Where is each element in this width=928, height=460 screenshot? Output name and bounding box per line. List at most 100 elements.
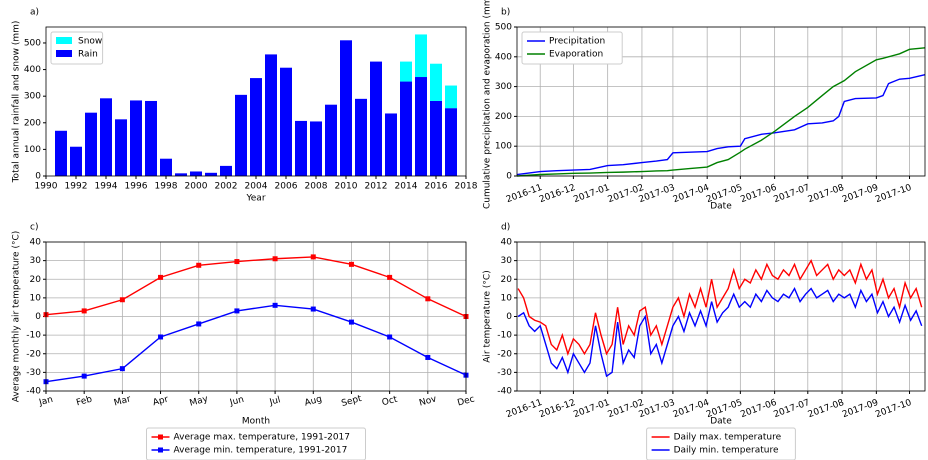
marker <box>158 334 164 340</box>
x-tick-label: 2017-03 <box>638 398 677 420</box>
y-tick-label: 100 <box>24 145 41 155</box>
y-tick-label: 0 <box>35 312 41 322</box>
marker <box>196 321 202 327</box>
x-axis-label: Date <box>710 202 732 212</box>
y-axis-label: Average monthly air temperature (°C) <box>12 231 22 403</box>
y-tick-label: 20 <box>501 275 513 285</box>
x-tick-label: Sept <box>340 394 363 409</box>
x-tick-label: 2017-08 <box>807 183 846 205</box>
bar <box>355 98 367 176</box>
y-tick-label: 40 <box>30 238 42 248</box>
y-tick-label: 500 <box>24 38 41 48</box>
y-axis-label: Cumulative precipitation and evaporation… <box>483 0 493 209</box>
x-tick-label: 1990 <box>35 182 58 192</box>
x-tick-label: 2010 <box>335 182 358 192</box>
y-tick-label: 10 <box>501 293 513 303</box>
x-tick-label: 2017-09 <box>841 398 880 420</box>
y-tick-label: 100 <box>495 142 512 152</box>
panel-label: a) <box>30 8 39 18</box>
x-tick-label: Apr <box>152 395 170 409</box>
axes-frame <box>45 241 467 392</box>
axes-frame <box>45 26 467 177</box>
marker <box>81 373 87 379</box>
y-tick-label: -20 <box>497 349 512 359</box>
x-tick-label: 2017-10 <box>874 183 913 205</box>
bar <box>175 173 187 176</box>
marker <box>425 354 431 360</box>
y-tick-label: 200 <box>24 118 41 128</box>
panel: a) 0 100 200 300 400 500 1990 1992 1994 1996 1998 20… <box>12 8 478 204</box>
x-tick-label: 2014 <box>395 182 418 192</box>
y-tick-label: 200 <box>495 112 512 122</box>
bar <box>55 130 67 176</box>
bar <box>430 63 442 101</box>
x-tick-label: 2017-04 <box>672 183 711 205</box>
x-tick-label: 2017-10 <box>874 398 913 420</box>
y-axis-label: Total annual rainfall and snow (mm) <box>12 21 22 184</box>
legend-marker <box>158 434 163 440</box>
bar <box>280 67 292 176</box>
bar <box>190 171 202 176</box>
x-axis-label: Month <box>242 417 270 427</box>
legend-label: Evaporation <box>549 50 603 60</box>
y-tick-label: 500 <box>495 23 512 33</box>
bar <box>340 40 352 176</box>
x-tick-label: Feb <box>75 395 93 409</box>
panel-label: c) <box>30 223 38 233</box>
x-tick-label: Jul <box>268 395 282 408</box>
x-tick-label: Jan <box>37 395 54 409</box>
y-tick-label: -10 <box>497 331 512 341</box>
marker <box>310 254 316 260</box>
bar <box>370 61 382 176</box>
bar <box>310 121 322 176</box>
x-tick-label: 2017-06 <box>739 183 778 205</box>
x-tick-label: 2017-01 <box>572 183 611 205</box>
y-tick-label: 0 <box>506 172 512 182</box>
marker <box>387 334 393 340</box>
bar <box>415 34 427 78</box>
panel: c) -40 -30 -20 -10 0 10 20 30 40 Jan Feb Mar Apr May Ju… <box>12 223 476 460</box>
legend-swatch <box>56 50 72 57</box>
line <box>516 73 926 176</box>
x-tick-label: 2016-12 <box>538 183 577 205</box>
legend-label: Snow <box>78 37 102 47</box>
marker <box>234 259 240 265</box>
x-tick-label: 2016-11 <box>505 398 544 420</box>
bar <box>130 100 142 176</box>
bar <box>430 100 442 176</box>
x-tick-label: 1998 <box>155 182 178 192</box>
legend: Daily max. temperature Daily min. tempera… <box>646 427 796 460</box>
legend-box <box>646 427 796 460</box>
marker <box>119 297 125 303</box>
x-tick-label: 2017-07 <box>773 183 812 205</box>
marker <box>196 262 202 268</box>
marker <box>158 274 164 280</box>
y-axis-label: Air temperature (°C) <box>483 270 493 362</box>
y-tick-label: 400 <box>24 65 41 75</box>
axes-frame <box>516 241 926 392</box>
legend-label: Rain <box>78 50 98 60</box>
legend-label: Average min. temperature, 1991-2017 <box>174 446 348 456</box>
x-tick-label: 1994 <box>95 182 118 192</box>
x-tick-label: 2016-11 <box>505 183 544 205</box>
x-tick-label: 2017-03 <box>638 183 677 205</box>
legend: Snow Rain <box>50 31 104 65</box>
marker <box>387 274 393 280</box>
legend: Average max. temperature, 1991-2017 Avera… <box>146 427 366 460</box>
marker <box>348 261 354 267</box>
bar <box>295 120 307 176</box>
bar <box>415 77 427 176</box>
marker <box>272 256 278 262</box>
marker <box>310 306 316 312</box>
bar <box>325 104 337 176</box>
line <box>516 47 926 177</box>
x-tick-label: May <box>189 394 210 409</box>
panel-label: d) <box>501 223 510 233</box>
x-tick-label: 2000 <box>185 182 208 192</box>
x-tick-label: 2017-08 <box>807 398 846 420</box>
y-tick-label: 0 <box>506 312 512 322</box>
x-tick-label: 2017-07 <box>773 398 812 420</box>
bar <box>250 78 262 176</box>
